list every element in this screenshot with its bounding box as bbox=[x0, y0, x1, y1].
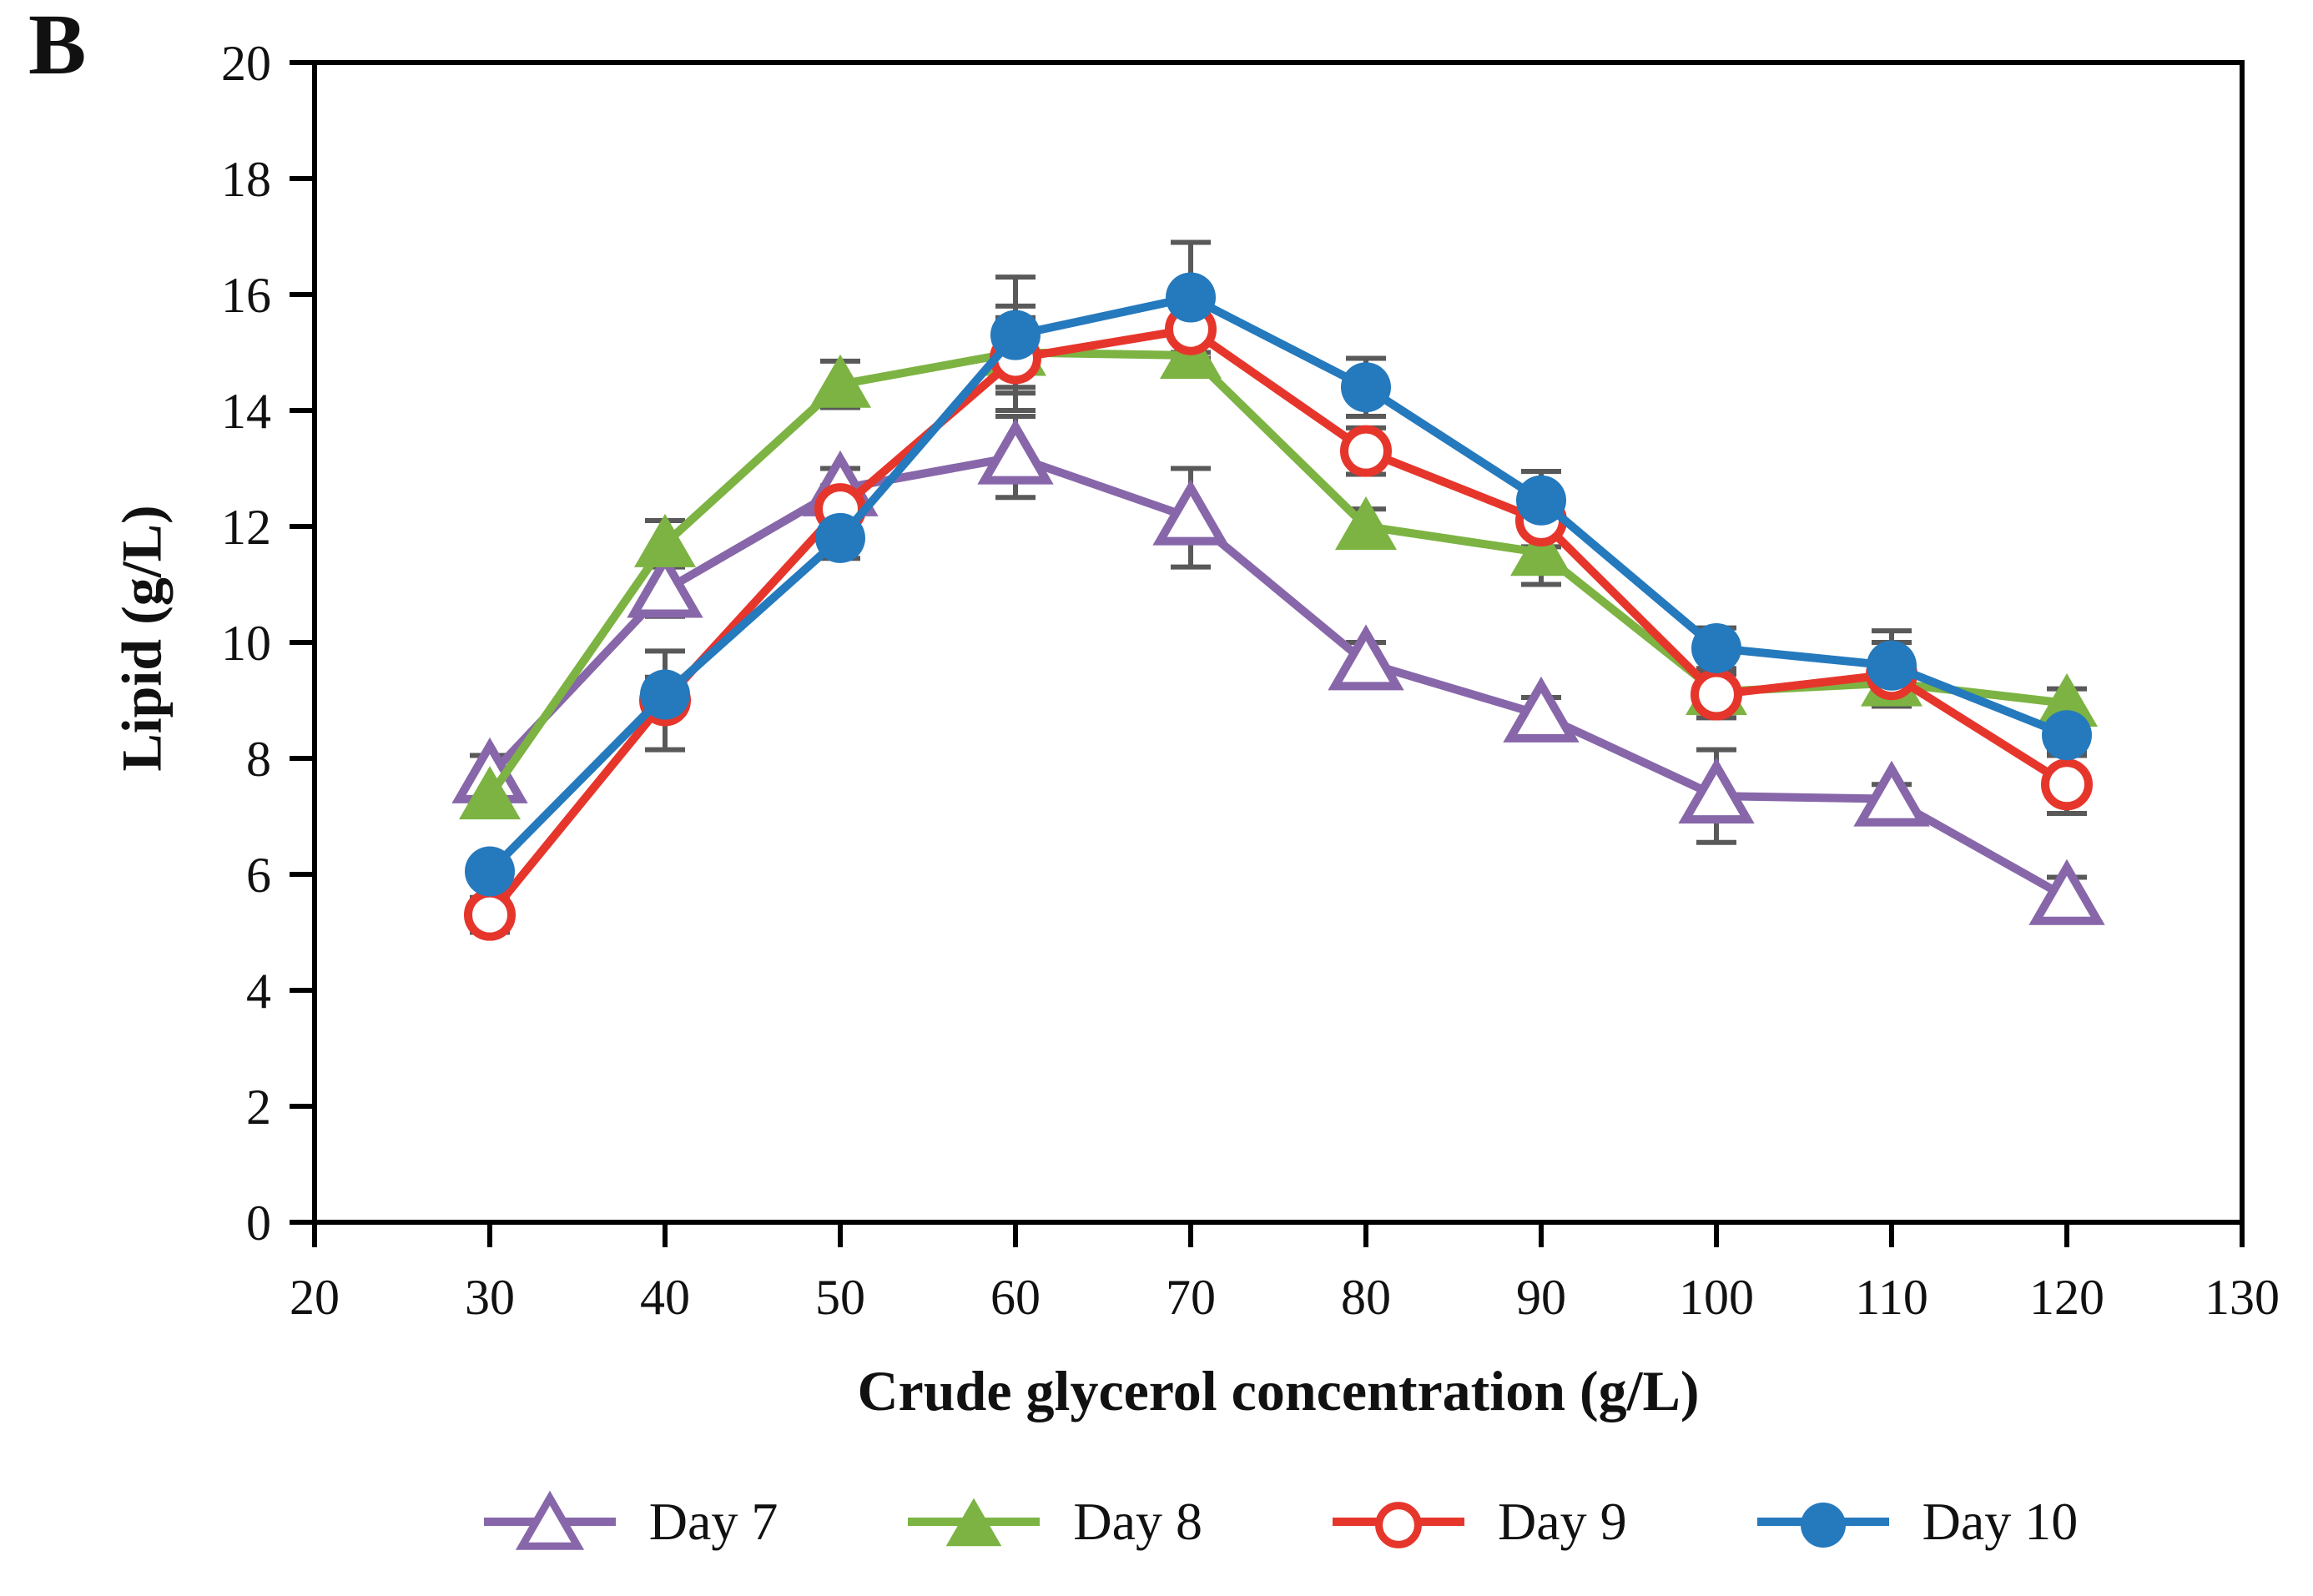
open-triangle-marker bbox=[1853, 760, 1930, 827]
filled-triangle-marker bbox=[634, 513, 696, 567]
y-axis: 0 2 4 6 8 10 12 14 16 18 20 bbox=[221, 36, 315, 1251]
legend: Day 7 Day 8 Day 9 Day 10 bbox=[315, 1487, 2242, 1557]
y-tick-label: 14 bbox=[221, 384, 271, 439]
series-line-day-9 bbox=[486, 325, 2071, 919]
x-tick-label: 100 bbox=[1679, 1270, 1754, 1325]
x-tick-label: 30 bbox=[465, 1270, 515, 1325]
legend-item-day-10: Day 10 bbox=[1752, 1487, 2079, 1557]
x-tick-label: 60 bbox=[990, 1270, 1041, 1325]
filled-circle-marker bbox=[1867, 640, 1917, 691]
legend-item-day-8: Day 8 bbox=[903, 1487, 1202, 1557]
filled-circle-marker bbox=[1800, 1503, 1846, 1548]
y-axis-title: Lipid (g/L) bbox=[109, 505, 174, 772]
open-circle-marker bbox=[1375, 1502, 1422, 1548]
series-day-9 bbox=[464, 303, 2093, 941]
legend-marker-filled-circle-icon bbox=[1756, 1503, 1889, 1548]
filled-circle-marker bbox=[990, 310, 1041, 360]
filled-triangle-marker bbox=[459, 766, 521, 820]
x-tick-label: 130 bbox=[2205, 1270, 2280, 1325]
legend-marker-filled-triangle-icon bbox=[908, 1498, 1041, 1547]
x-tick-label: 50 bbox=[815, 1270, 865, 1325]
legend-label-day-8: Day 8 bbox=[1073, 1492, 1202, 1551]
y-tick-label: 4 bbox=[246, 964, 271, 1019]
y-tick-label: 16 bbox=[221, 268, 271, 323]
open-triangle-marker bbox=[1678, 758, 1755, 824]
open-triangle-marker bbox=[2028, 858, 2105, 925]
filled-triangle-marker bbox=[946, 1498, 1002, 1547]
legend-marker-open-triangle-icon bbox=[483, 1490, 616, 1550]
filled-circle-marker bbox=[640, 669, 690, 720]
y-tick-label: 0 bbox=[246, 1196, 271, 1251]
legend-label-day-9: Day 9 bbox=[1498, 1492, 1627, 1551]
open-triangle-marker bbox=[515, 1490, 584, 1550]
y-tick-label: 20 bbox=[221, 36, 271, 91]
x-tick-label: 40 bbox=[640, 1270, 690, 1325]
series-line-day-8 bbox=[486, 348, 2071, 801]
x-tick-label: 90 bbox=[1516, 1270, 1566, 1325]
x-tick-label: 70 bbox=[1166, 1270, 1216, 1325]
filled-circle-marker bbox=[1341, 362, 1391, 413]
x-tick-label: 20 bbox=[290, 1270, 340, 1325]
open-circle-marker bbox=[2041, 758, 2093, 811]
legend-label-day-10: Day 10 bbox=[1922, 1492, 2079, 1551]
x-tick-label: 80 bbox=[1341, 1270, 1391, 1325]
error-bars-day-7 bbox=[470, 413, 2087, 921]
x-axis-title: Crude glycerol concentration (g/L) bbox=[857, 1359, 1700, 1422]
y-tick-label: 8 bbox=[246, 732, 271, 787]
legend-item-day-9: Day 9 bbox=[1328, 1487, 1627, 1557]
open-circle-marker bbox=[1340, 425, 1392, 477]
filled-triangle-marker bbox=[809, 354, 871, 408]
legend-label-day-7: Day 7 bbox=[648, 1492, 779, 1551]
filled-triangle-marker bbox=[2036, 672, 2098, 727]
y-tick-label: 2 bbox=[246, 1080, 271, 1135]
filled-circle-marker bbox=[2042, 710, 2092, 761]
x-tick-label: 110 bbox=[1855, 1270, 1928, 1325]
y-tick-label: 12 bbox=[221, 500, 271, 555]
filled-circle-marker bbox=[465, 846, 515, 897]
series-day-10 bbox=[465, 272, 2092, 897]
filled-triangle-marker bbox=[1510, 522, 1572, 576]
x-axis: 20 30 40 50 60 70 80 90 100 110 120 130 bbox=[290, 1222, 2280, 1325]
y-tick-label: 6 bbox=[246, 848, 271, 903]
open-circle-marker bbox=[464, 889, 516, 941]
panel-label: B bbox=[28, 0, 87, 93]
filled-circle-marker bbox=[1516, 475, 1566, 526]
filled-circle-marker bbox=[815, 512, 865, 563]
open-triangle-marker bbox=[627, 551, 703, 618]
open-triangle-marker bbox=[1328, 624, 1404, 691]
legend-item-day-7: Day 7 bbox=[479, 1487, 779, 1557]
open-circle-marker bbox=[1691, 668, 1742, 721]
series-line-day-7 bbox=[486, 452, 2071, 902]
x-tick-label: 120 bbox=[2029, 1270, 2104, 1325]
line-chart: 0 2 4 6 8 10 12 14 16 18 20 20 30 40 50 60 70 80 90 100 110 1… bbox=[221, 36, 2280, 1325]
plot-frame bbox=[312, 60, 2245, 1225]
open-triangle-marker bbox=[1152, 479, 1229, 546]
open-triangle-marker bbox=[1503, 676, 1580, 743]
open-triangle-marker bbox=[977, 418, 1054, 485]
filled-circle-marker bbox=[1691, 622, 1741, 673]
series-day-7 bbox=[451, 418, 2105, 925]
y-tick-label: 18 bbox=[221, 152, 271, 207]
legend-marker-open-circle-icon bbox=[1333, 1502, 1464, 1548]
filled-triangle-marker bbox=[1335, 496, 1397, 550]
series-line-day-10 bbox=[486, 293, 2071, 876]
filled-circle-marker bbox=[1166, 272, 1216, 323]
y-tick-label: 10 bbox=[221, 616, 271, 671]
